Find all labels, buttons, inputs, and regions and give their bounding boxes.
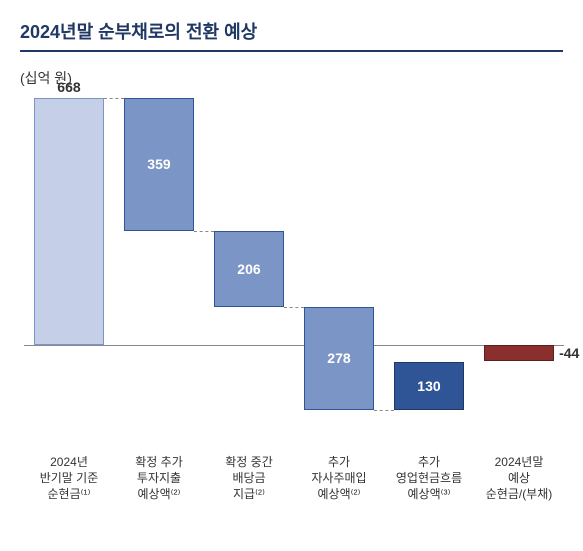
x-label-1: 확정 추가투자지출예상액⁽²⁾ — [114, 448, 204, 503]
bar-value-0: 668 — [35, 79, 103, 95]
bar-3: 278 — [304, 307, 374, 410]
bar-2: 206 — [214, 231, 284, 307]
connector-3 — [284, 307, 304, 308]
x-label-2: 확정 중간배당금지급⁽²⁾ — [204, 448, 294, 503]
x-axis-labels: 2024년반기말 기준순현금⁽¹⁾확정 추가투자지출예상액⁽²⁾확정 중간배당금… — [24, 448, 564, 503]
x-label-5: 2024년말예상순현금/(부채) — [474, 448, 564, 503]
connector-2 — [194, 231, 214, 232]
bar-0: 668 — [34, 98, 104, 345]
chart-title: 2024년말 순부채로의 전환 예상 — [20, 18, 563, 52]
bar-1: 359 — [124, 98, 194, 231]
x-label-4: 추가영업현금흐름예상액⁽³⁾ — [384, 448, 474, 503]
plot-area: 668 359 206 278 130 -44 — [24, 98, 564, 448]
x-label-3: 추가자사주매입예상액⁽²⁾ — [294, 448, 384, 503]
connector-1 — [104, 98, 124, 99]
bar-value-1: 359 — [125, 156, 193, 172]
bar-value-5: -44 — [559, 345, 579, 361]
bar-4: 130 — [394, 362, 464, 410]
connector-4 — [374, 410, 394, 411]
bar-value-4: 130 — [395, 378, 463, 394]
bar-5: -44 — [484, 345, 554, 361]
x-label-0: 2024년반기말 기준순현금⁽¹⁾ — [24, 448, 114, 503]
bar-value-3: 278 — [305, 350, 373, 366]
bar-value-2: 206 — [215, 261, 283, 277]
chart-area: 668 359 206 278 130 -44 2024년반기말 기준순현금⁽¹⁾확정 추… — [24, 98, 564, 518]
